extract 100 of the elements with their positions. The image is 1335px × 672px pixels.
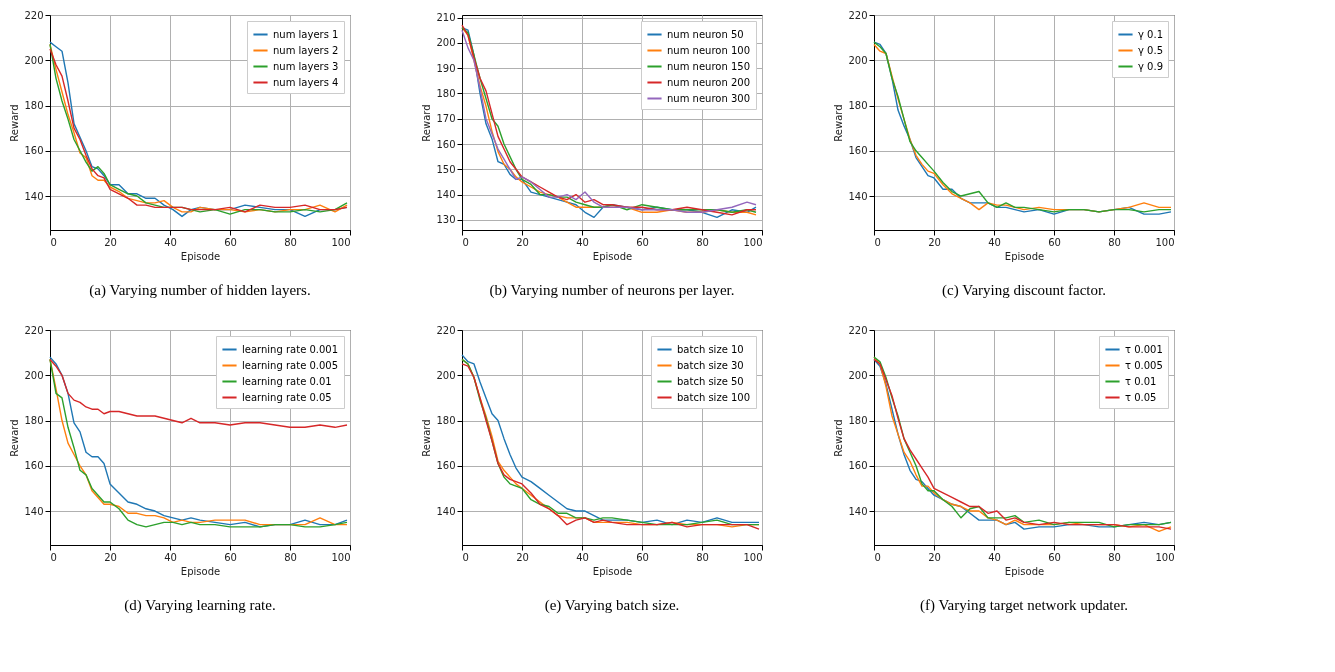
legend-label: τ 0.001 — [1125, 343, 1163, 355]
y-tick-label: 200 — [848, 369, 868, 381]
x-axis-title: Episode — [592, 250, 633, 262]
x-tick-label: 80 — [284, 551, 297, 563]
x-tick-label: 100 — [331, 551, 351, 563]
x-tick-label: 20 — [516, 236, 529, 248]
y-tick-label: 140 — [848, 505, 868, 517]
x-tick-label: 80 — [1108, 236, 1121, 248]
y-tick-label: 160 — [436, 138, 456, 150]
text: (d) Varying learning rate. — [124, 597, 276, 614]
y-tick-label: 220 — [24, 9, 44, 21]
y-tick-label: 220 — [848, 9, 868, 21]
y-tick-label: 200 — [848, 54, 868, 66]
x-tick-label: 40 — [988, 551, 1001, 563]
x-tick-label: 0 — [874, 551, 881, 563]
legend-label: τ 0.005 — [1125, 359, 1163, 371]
legend-label: batch size 30 — [677, 359, 744, 371]
y-tick-label: 200 — [24, 54, 44, 66]
legend-label: num layers 3 — [273, 60, 339, 72]
x-tick-label: 100 — [1155, 236, 1175, 248]
y-tick-label: 180 — [24, 100, 44, 112]
x-tick-label: 60 — [224, 236, 237, 248]
x-tick-label: 80 — [696, 551, 709, 563]
text: (c) Varying discount factor. — [942, 282, 1106, 299]
y-tick-label: 130 — [436, 214, 456, 226]
y-tick-label: 160 — [24, 145, 44, 157]
x-axis-title: Episode — [592, 565, 633, 577]
y-tick-label: 140 — [848, 190, 868, 202]
text: (b) Varying number of neurons per layer. — [489, 282, 735, 299]
x-tick-label: 20 — [516, 551, 529, 563]
y-tick-label: 190 — [436, 62, 456, 74]
x-tick-label: 60 — [636, 551, 649, 563]
y-tick-label: 180 — [24, 415, 44, 427]
y-tick-label: 170 — [436, 113, 456, 125]
y-tick-label: 180 — [436, 87, 456, 99]
legend-label: γ 0.9 — [1138, 60, 1163, 72]
legend-label: τ 0.05 — [1125, 391, 1157, 403]
y-axis-title: Reward — [833, 104, 845, 142]
x-axis-title: Episode — [180, 250, 221, 262]
x-tick-label: 40 — [164, 236, 177, 248]
y-tick-label: 160 — [848, 460, 868, 472]
legend-label: batch size 50 — [677, 375, 744, 387]
y-tick-label: 180 — [848, 415, 868, 427]
legend-label: batch size 100 — [677, 391, 751, 403]
y-tick-label: 140 — [24, 505, 44, 517]
y-tick-label: 200 — [436, 37, 456, 49]
legend-label: num layers 2 — [273, 44, 339, 56]
y-tick-label: 220 — [436, 324, 456, 336]
legend-label: learning rate 0.001 — [242, 343, 339, 355]
line-series — [49, 358, 348, 429]
y-tick-label: 140 — [24, 190, 44, 202]
y-axis-title: Reward — [833, 419, 845, 457]
x-tick-label: 60 — [224, 551, 237, 563]
legend-label: num neuron 50 — [667, 28, 744, 40]
y-tick-label: 180 — [436, 415, 456, 427]
x-tick-label: 20 — [928, 551, 941, 563]
legend-label: num layers 1 — [273, 28, 339, 40]
y-tick-label: 140 — [436, 189, 456, 201]
legend-label: learning rate 0.05 — [242, 391, 332, 403]
x-tick-label: 40 — [164, 551, 177, 563]
legend-label: batch size 10 — [677, 343, 744, 355]
x-axis-title: Episode — [180, 565, 221, 577]
x-tick-label: 60 — [1048, 551, 1061, 563]
legend-label: num layers 4 — [273, 76, 339, 88]
x-tick-label: 0 — [50, 236, 57, 248]
y-tick-label: 220 — [24, 324, 44, 336]
x-tick-label: 80 — [1108, 551, 1121, 563]
x-tick-label: 20 — [928, 236, 941, 248]
x-tick-label: 100 — [743, 236, 763, 248]
x-tick-label: 60 — [1048, 236, 1061, 248]
legend-label: learning rate 0.01 — [242, 375, 332, 387]
x-tick-label: 80 — [284, 236, 297, 248]
text: (e) Varying batch size. — [544, 597, 680, 614]
y-tick-label: 160 — [24, 460, 44, 472]
x-tick-label: 0 — [874, 236, 881, 248]
x-tick-label: 100 — [331, 236, 351, 248]
y-axis-title: Reward — [421, 104, 433, 142]
x-tick-label: 20 — [104, 236, 117, 248]
x-tick-label: 100 — [743, 551, 763, 563]
legend-label: learning rate 0.005 — [242, 359, 339, 371]
legend-label: τ 0.01 — [1125, 375, 1157, 387]
y-tick-label: 180 — [848, 100, 868, 112]
x-tick-label: 0 — [462, 551, 469, 563]
x-axis-title: Episode — [1004, 565, 1045, 577]
y-tick-label: 200 — [436, 369, 456, 381]
x-tick-label: 40 — [576, 236, 589, 248]
y-tick-label: 160 — [848, 145, 868, 157]
x-tick-label: 20 — [104, 551, 117, 563]
y-tick-label: 140 — [436, 505, 456, 517]
legend-label: num neuron 100 — [667, 44, 751, 56]
legend-label: γ 0.1 — [1138, 28, 1163, 40]
x-axis-title: Episode — [1004, 250, 1045, 262]
text: (f) Varying target network updater. — [919, 597, 1129, 614]
x-tick-label: 80 — [696, 236, 709, 248]
legend-label: num neuron 300 — [667, 92, 751, 104]
y-tick-label: 150 — [436, 163, 456, 175]
text: (a) Varying number of hidden layers. — [89, 282, 311, 299]
y-tick-label: 220 — [848, 324, 868, 336]
y-tick-label: 200 — [24, 369, 44, 381]
y-axis-title: Reward — [9, 104, 21, 142]
